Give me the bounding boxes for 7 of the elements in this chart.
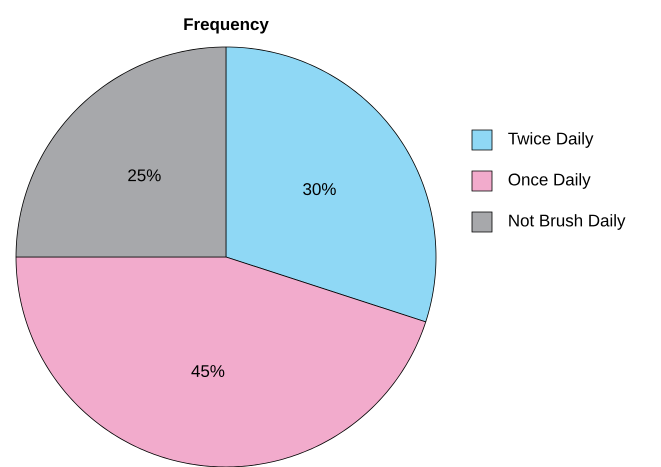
legend-label: Once Daily — [508, 173, 591, 189]
legend-label: Not Brush Daily — [509, 214, 626, 230]
data-label: 45% — [191, 365, 224, 378]
legend-label: Twice Daily — [508, 132, 594, 148]
data-label: 25% — [128, 169, 161, 182]
chart-title: Frequency — [184, 18, 269, 34]
data-label: 30% — [303, 183, 336, 196]
